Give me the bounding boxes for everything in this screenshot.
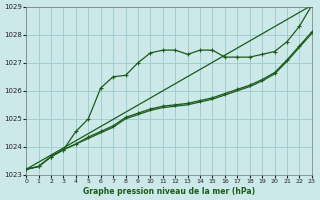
X-axis label: Graphe pression niveau de la mer (hPa): Graphe pression niveau de la mer (hPa) (83, 187, 255, 196)
